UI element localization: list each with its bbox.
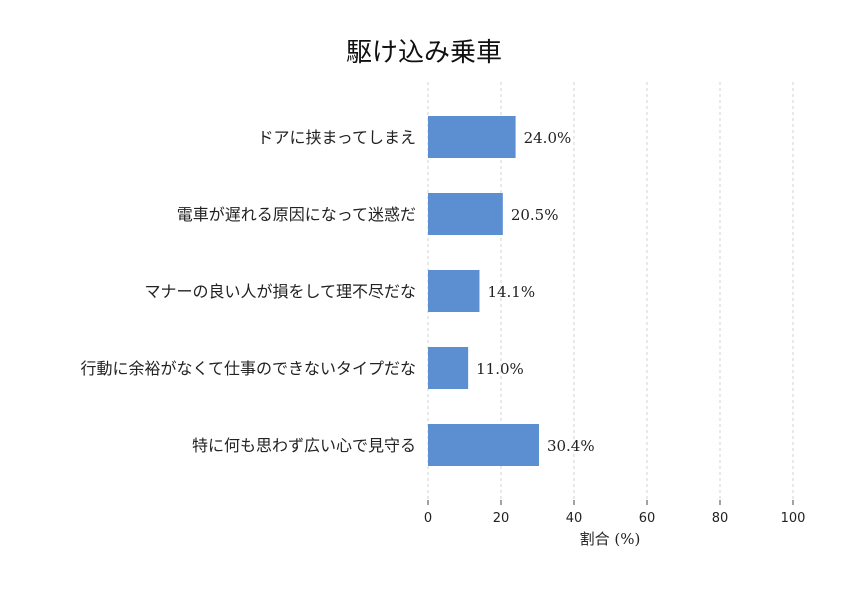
value-label: 24.0% bbox=[524, 129, 572, 147]
bar bbox=[428, 193, 503, 235]
value-label: 30.4% bbox=[547, 437, 595, 455]
x-tick-label: 100 bbox=[781, 511, 806, 526]
x-axis-label: 割合 (%) bbox=[580, 530, 641, 548]
x-tick-label: 0 bbox=[424, 511, 432, 526]
value-label: 14.1% bbox=[487, 283, 535, 301]
category-label: 電車が遅れる原因になって迷惑だ bbox=[177, 205, 416, 224]
x-tick-label: 60 bbox=[639, 511, 656, 526]
bar bbox=[428, 347, 469, 389]
value-label: 20.5% bbox=[511, 206, 559, 224]
bar bbox=[428, 116, 516, 158]
category-label: ドアに挟まってしまえ bbox=[257, 128, 416, 147]
x-tick-label: 80 bbox=[712, 511, 729, 526]
x-tick-label: 20 bbox=[493, 511, 510, 526]
category-label: 行動に余裕がなくて仕事のできないタイプだな bbox=[80, 359, 416, 378]
category-label: 特に何も思わず広い心で見守る bbox=[192, 436, 416, 455]
bar bbox=[428, 424, 539, 466]
x-axis: 0 20 40 60 80 100 bbox=[424, 500, 806, 526]
bar-layer: ドアに挟まってしまえ 24.0% 電車が遅れる原因になって迷惑だ 20.5% マナーの良… bbox=[80, 116, 595, 466]
x-tick-label: 40 bbox=[566, 511, 583, 526]
chart-title: 駆け込み乗車 bbox=[346, 38, 502, 68]
bar bbox=[428, 270, 480, 312]
value-label: 11.0% bbox=[476, 360, 524, 378]
category-label: マナーの良い人が損をして理不尽だな bbox=[144, 282, 416, 301]
